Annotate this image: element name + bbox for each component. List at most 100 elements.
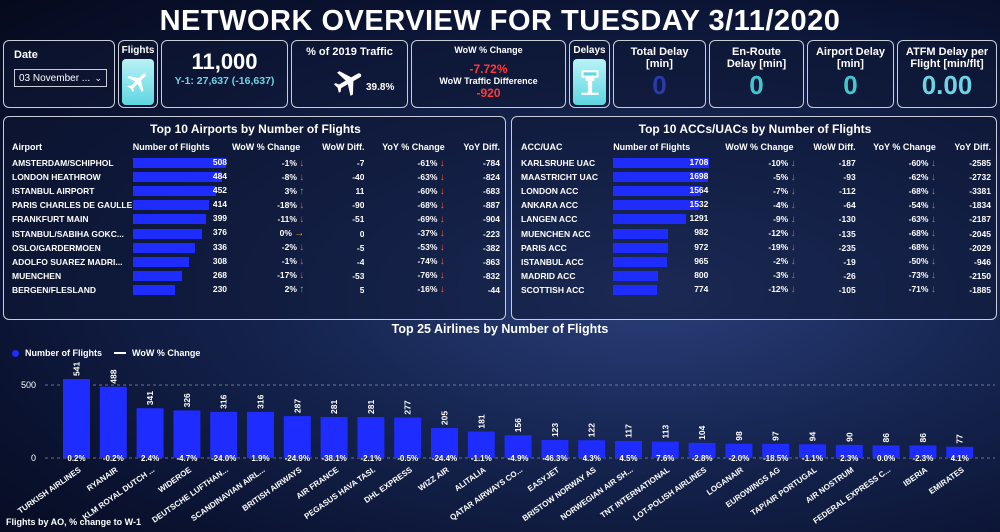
airline-bar[interactable] — [210, 411, 238, 458]
flights-bar — [132, 214, 206, 225]
col-airport[interactable]: Airport — [12, 142, 42, 152]
airline-bar[interactable] — [247, 411, 274, 458]
table-row[interactable]: MADRID ACC 800 -3% ↓ -26 -73% ↓ -2150 — [521, 269, 991, 283]
airline-bar[interactable] — [173, 410, 201, 458]
row-flights: 376 — [132, 226, 230, 240]
col-wowdiff[interactable]: WoW Diff. — [322, 142, 365, 152]
table-row[interactable]: KARLSRUHE UAC 1708 -10% ↓ -187 -60% ↓ -2585 — [521, 156, 991, 170]
table-row[interactable]: LONDON HEATHROW 484 -8% ↓ -40 -63% ↓ -824 — [12, 170, 500, 184]
col-yoydiff[interactable]: YoY Diff. — [954, 142, 991, 152]
airline-bar[interactable] — [615, 440, 642, 458]
bar-value-label: 287 — [292, 399, 302, 413]
row-wow: -11% ↓ — [277, 213, 305, 225]
airline-bar[interactable] — [63, 379, 90, 458]
date-select[interactable]: 03 November ... ⌄ — [14, 69, 107, 87]
airline-bar[interactable] — [320, 416, 348, 458]
flights-bar — [132, 256, 189, 267]
airline-bar[interactable] — [467, 431, 495, 458]
row-name: ISTANBUL ACC — [521, 256, 584, 267]
row-name: LONDON ACC — [521, 186, 579, 197]
wow-change-label: -2.0% — [728, 454, 749, 463]
row-yoy: -16% ↓ — [417, 284, 445, 296]
airline-bar[interactable] — [909, 445, 937, 458]
flights-value: 800 — [694, 269, 709, 280]
airline-bar[interactable] — [578, 440, 606, 458]
row-name: MUENCHEN — [12, 270, 62, 281]
airline-bar[interactable] — [872, 445, 900, 458]
table-row[interactable]: FRANKFURT MAIN 399 -11% ↓ -51 -69% ↓ -904 — [12, 212, 500, 226]
col-flights[interactable]: Number of Flights — [613, 142, 691, 152]
airline-bar[interactable] — [394, 417, 422, 458]
col-wow[interactable]: WoW % Change — [231, 142, 301, 152]
arrow-down-icon: ↓ — [439, 199, 445, 211]
table-row[interactable]: AMSTERDAM/SCHIPHOL 508 -1% ↓ -7 -61% ↓ -784 — [12, 156, 500, 170]
col-yoy[interactable]: YoY % Change — [382, 142, 445, 152]
table-row[interactable]: MAASTRICHT UAC 1698 -5% ↓ -93 -62% ↓ -2732 — [521, 170, 991, 184]
table-row[interactable]: ISTANBUL/SABIHA GOKC... 376 0% → 0 -37% ↓ -22… — [12, 226, 500, 240]
airline-bar[interactable] — [431, 428, 458, 458]
table-row[interactable]: MUENCHEN 268 -17% ↓ -53 -76% ↓ -832 — [12, 269, 500, 283]
chart-footnote: Flights by AO, % change to W-1 — [6, 517, 141, 527]
table-row[interactable]: ANKARA ACC 1532 -4% ↓ -64 -54% ↓ -1834 — [521, 198, 991, 212]
table-row[interactable]: ADOLFO SUAREZ MADRI... 308 -1% ↓ -4 -74% ↓ -8… — [12, 255, 500, 269]
table-row[interactable]: ISTANBUL AIRPORT 452 3% ↑ 11 -60% ↓ -683 — [12, 184, 500, 198]
airline-bar[interactable] — [283, 416, 311, 458]
airline-bar[interactable] — [651, 441, 679, 458]
bar-value-label: 205 — [440, 411, 450, 425]
wow-value: -7.72% — [469, 62, 508, 76]
row-wowdiff: -7 — [356, 158, 365, 169]
bar-value-label: 90 — [844, 432, 854, 442]
airplane-icon — [122, 59, 154, 105]
col-yoydiff[interactable]: YoY Diff. — [463, 142, 500, 152]
arrow-down-icon: ↓ — [299, 199, 305, 211]
airline-bar[interactable] — [688, 442, 716, 458]
row-name: FRANKFURT MAIN — [12, 214, 89, 225]
wow-change-label: -2.3% — [912, 454, 933, 463]
col-acc[interactable]: ACC/UAC — [521, 142, 563, 152]
col-wowdiff[interactable]: WoW Diff. — [813, 142, 856, 152]
table-row[interactable]: PARIS CHARLES DE GAULLE 414 -18% ↓ -90 -68% … — [12, 198, 500, 212]
row-yoydiff: -887 — [482, 200, 500, 211]
table-row[interactable]: SCOTTISH ACC 774 -12% ↓ -105 -71% ↓ -1885 — [521, 283, 991, 297]
airline-bar[interactable] — [725, 443, 753, 458]
airline-bar[interactable] — [541, 440, 569, 458]
table-row[interactable]: OSLO/GARDERMOEN 336 -2% ↓ -5 -53% ↓ -382 — [12, 241, 500, 255]
airline-bar[interactable] — [357, 416, 385, 458]
row-wowdiff: -187 — [838, 158, 856, 169]
table-row[interactable]: LONDON ACC 1564 -7% ↓ -112 -68% ↓ -3381 — [521, 184, 991, 198]
arrow-down-icon: ↓ — [299, 157, 305, 169]
row-flights: 1291 — [613, 212, 711, 226]
table-row[interactable]: MUENCHEN ACC 982 -12% ↓ -135 -68% ↓ -2045 — [521, 226, 991, 240]
airline-bar[interactable] — [99, 386, 127, 458]
table-row[interactable]: PARIS ACC 972 -19% ↓ -235 -68% ↓ -2029 — [521, 241, 991, 255]
atfm-delay-value: 0.00 — [921, 70, 973, 100]
col-flights[interactable]: Number of Flights — [132, 142, 210, 152]
flights-bar — [613, 158, 710, 169]
airline-bar[interactable] — [835, 444, 863, 458]
airline-bar[interactable] — [504, 435, 532, 458]
wow-label: WoW % Change — [454, 45, 523, 55]
airline-bar[interactable] — [799, 444, 826, 458]
table-row[interactable]: LANGEN ACC 1291 -9% ↓ -130 -63% ↓ -2187 — [521, 212, 991, 226]
airline-bar[interactable] — [762, 443, 790, 458]
arrow-down-icon: ↓ — [439, 185, 445, 197]
col-wow[interactable]: WoW % Change — [725, 142, 794, 152]
row-flights: 1564 — [613, 184, 711, 198]
arrow-right-icon: → — [294, 228, 305, 240]
wow-change-label: 2.3% — [840, 454, 858, 463]
arrow-down-icon: ↓ — [930, 185, 936, 197]
wow-diff-label: WoW Traffic Difference — [439, 76, 538, 86]
col-yoy[interactable]: YoY % Change — [873, 142, 936, 152]
arrow-down-icon: ↓ — [790, 284, 796, 296]
row-flights: 774 — [613, 283, 711, 297]
row-flights: 800 — [613, 269, 711, 283]
arrow-up-icon: ↑ — [299, 185, 305, 197]
table-row[interactable]: BERGEN/FLESLAND 230 2% ↑ 5 -16% ↓ -44 — [12, 283, 500, 297]
airline-bar[interactable] — [946, 446, 974, 458]
row-flights: 1698 — [613, 170, 711, 184]
y-tick-label: 0 — [31, 453, 36, 463]
airline-bar[interactable] — [136, 408, 164, 458]
table-row[interactable]: ISTANBUL ACC 965 -2% ↓ -19 -50% ↓ -946 — [521, 255, 991, 269]
delays-label: Delays — [573, 45, 606, 56]
row-wowdiff: 5 — [359, 284, 365, 295]
